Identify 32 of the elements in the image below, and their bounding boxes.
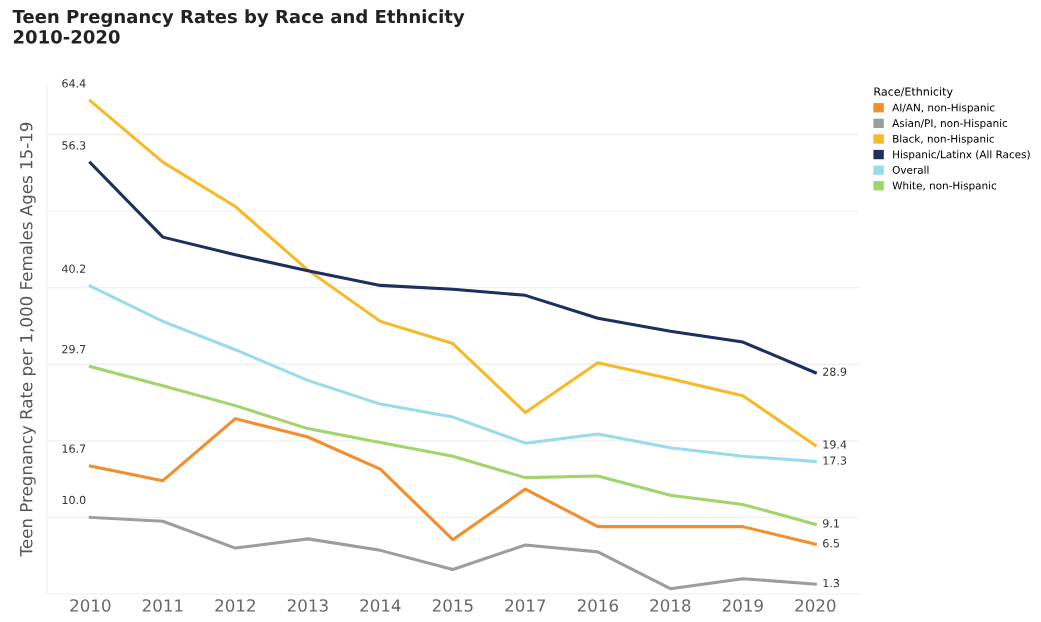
- data-label: 6.5: [823, 539, 839, 548]
- x-tick-label: 2011: [142, 599, 183, 612]
- chart-title: Teen Pregnancy Rates by Race and Ethnicity 2010-2020: [12, 9, 465, 44]
- legend-label: Hispanic/Latinx (All Races): [893, 150, 1030, 161]
- data-label: 17.3: [823, 456, 847, 465]
- data-label: 16.7: [62, 444, 86, 453]
- data-label: 64.4: [62, 79, 86, 88]
- x-tick-label: 2012: [215, 599, 255, 612]
- x-tick-label: 2018: [650, 599, 691, 612]
- data-label: 1.3: [823, 578, 840, 588]
- data-label: 28.9: [823, 367, 847, 376]
- y-axis-title: Teen Pregnancy Rate per 1,000 Females Ages 15-19: [19, 122, 36, 557]
- data-label: 9.1: [822, 519, 839, 528]
- legend-label: Black, non-Hispanic: [893, 134, 995, 145]
- data-label: 29.7: [62, 344, 86, 354]
- x-tick-label: 2010: [70, 599, 111, 612]
- data-label: 10.0: [62, 495, 86, 505]
- legend-label: Overall: [892, 165, 929, 174]
- legend-label: White, non-Hispanic: [892, 181, 997, 192]
- data-label: 56.3: [62, 141, 86, 150]
- data-label: 19.4: [823, 440, 847, 449]
- x-tick-label: 2019: [722, 599, 763, 612]
- legend-label: Asian/PI, non-Hispanic: [892, 119, 1008, 130]
- x-tick-label: 2016: [577, 599, 618, 612]
- legend-title: Race/Ethnicity: [874, 87, 953, 98]
- x-tick-label: 2020: [795, 599, 836, 612]
- legend-label: AI/AN, non-Hispanic: [892, 103, 995, 114]
- x-tick-label: 2013: [287, 599, 328, 612]
- data-label: 40.2: [61, 264, 86, 273]
- x-tick-label: 2015: [432, 599, 473, 612]
- x-tick-label: 2017: [505, 599, 546, 612]
- x-tick-label: 2014: [360, 599, 401, 612]
